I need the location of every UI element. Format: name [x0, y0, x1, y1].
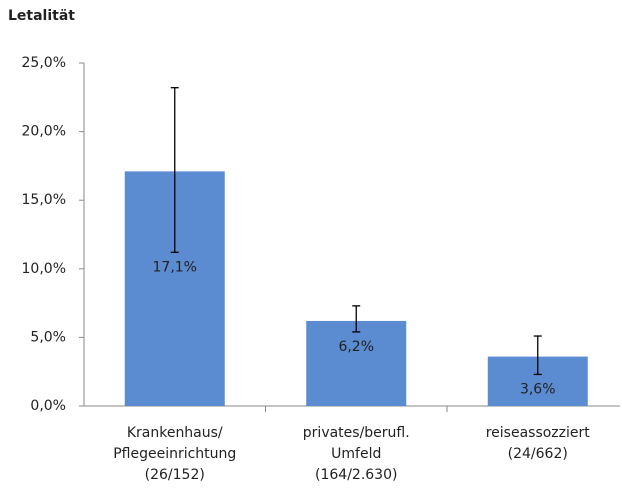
- x-tick-label: Krankenhaus/ Pflegeeinrichtung (26/152): [113, 425, 237, 483]
- chart-title: Letalität: [8, 8, 75, 24]
- y-tick-label: 15,0%: [22, 192, 66, 208]
- value-label: 3,6%: [520, 381, 556, 397]
- y-tick-label: 25,0%: [22, 55, 66, 71]
- y-tick-label: 0,0%: [30, 398, 66, 414]
- value-label: 6,2%: [338, 339, 374, 355]
- y-tick-label: 5,0%: [30, 329, 66, 345]
- y-tick-label: 10,0%: [22, 261, 66, 277]
- x-tick-label: privates/berufl. Umfeld (164/2.630): [302, 425, 410, 483]
- value-label: 17,1%: [153, 259, 197, 275]
- x-tick-label: reiseassozziert (24/662): [485, 425, 590, 462]
- y-tick-label: 20,0%: [22, 124, 66, 140]
- bar: [306, 320, 407, 406]
